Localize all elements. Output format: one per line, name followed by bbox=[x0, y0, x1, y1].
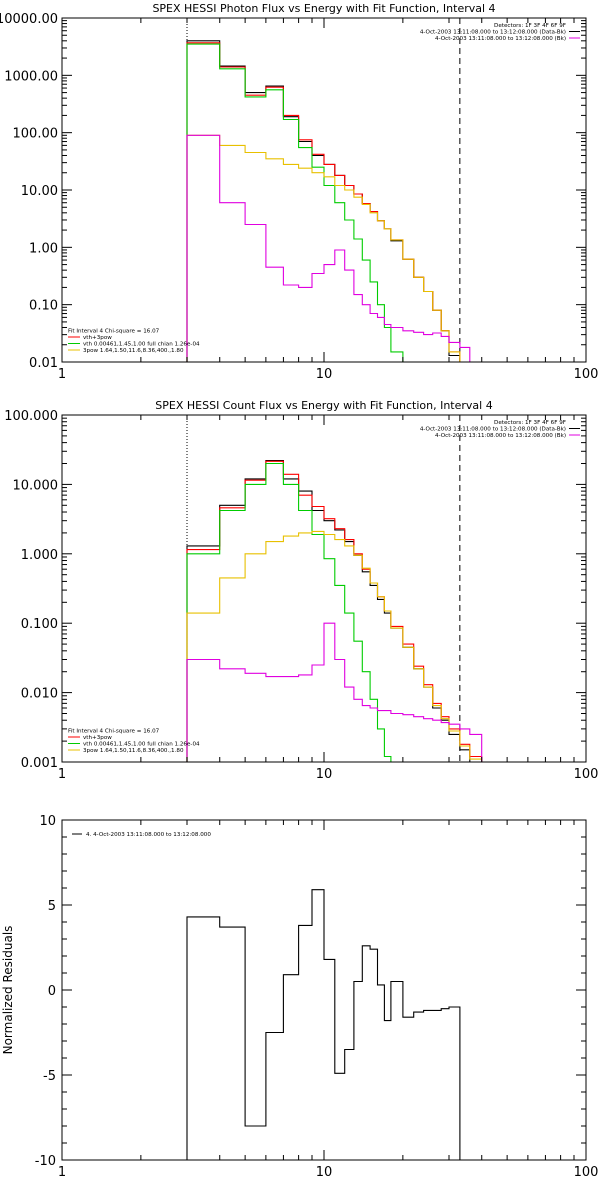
y-tick-label: 10 bbox=[39, 814, 56, 829]
y-tick-label: 10000.00 bbox=[0, 12, 58, 27]
y-tick-label: 100.000 bbox=[4, 409, 58, 424]
legend-entry: 4-Oct-2003 13:11:08.000 to 13:12:08.000 … bbox=[420, 30, 566, 36]
series-line-bk bbox=[186, 134, 471, 362]
y-tick-label: 0 bbox=[48, 984, 56, 999]
legend-entry: vth+3pow bbox=[83, 735, 112, 741]
plot-frame bbox=[61, 17, 587, 363]
x-tick-label: 100 bbox=[574, 1165, 599, 1180]
series-line-bk bbox=[186, 622, 483, 762]
legend-entry: vth 0.00461,1.45,1.00 full chian 1.26e-0… bbox=[83, 742, 200, 748]
chart-panel-2: SPEX HESSI Count Flux vs Energy with Fit… bbox=[4, 399, 598, 782]
y-tick-label: 1.000 bbox=[21, 548, 58, 563]
x-tick-label: 1 bbox=[58, 367, 66, 382]
chart-panel-3: 1 10 100 10 5 0 -5 -10 Normalized Residuals 4. 4-… bbox=[1, 814, 598, 1180]
y-tick-label: 1.00 bbox=[29, 241, 58, 256]
plot-area bbox=[186, 18, 471, 362]
y-tick-label: 5 bbox=[48, 899, 56, 914]
y-tick-label: 0.10 bbox=[29, 299, 58, 314]
x-tick-label: 10 bbox=[316, 767, 333, 782]
y-tick-label: 100.00 bbox=[13, 127, 59, 142]
plot-area bbox=[186, 415, 483, 762]
legend-entry: 4-Oct-2003 13:11:08.000 to 13:12:08.000 … bbox=[435, 433, 566, 439]
y-axis-label: Normalized Residuals bbox=[1, 926, 15, 1055]
legend-entry: Fit Interval 4 Chi-square = 16.07 bbox=[68, 729, 160, 735]
y-tick-label: 0.010 bbox=[21, 687, 58, 702]
y-tick-label: -10 bbox=[35, 1154, 56, 1169]
legend-entry: 4-Oct-2003 13:11:08.000 to 13:12:08.000 … bbox=[420, 427, 566, 433]
series-line-3pow bbox=[186, 134, 461, 362]
x-tick-label: 1 bbox=[58, 1165, 66, 1180]
y-tick-label: 1000.00 bbox=[4, 69, 58, 84]
legend-entry: 4-Oct-2003 13:11:08.000 to 13:12:08.000 … bbox=[435, 36, 566, 42]
x-tick-label: 1 bbox=[58, 767, 66, 782]
x-tick-label: 10 bbox=[316, 367, 333, 382]
y-tick-label: 0.001 bbox=[21, 756, 58, 771]
series-line-4-4-oct-2003-13-11-08-000-to-1 bbox=[186, 889, 461, 1160]
series-line-data-bk bbox=[186, 460, 471, 762]
legend-entry: Detectors: 1F 3F 4F 6F 9F bbox=[494, 420, 566, 426]
legend-entry: Fit Interval 4 Chi-square = 16.07 bbox=[68, 329, 160, 335]
chart-title: SPEX HESSI Count Flux vs Energy with Fit… bbox=[155, 399, 492, 412]
series-line-vth-3pow bbox=[186, 460, 483, 762]
y-tick-label: 0.01 bbox=[29, 356, 58, 371]
x-tick-label: 100 bbox=[574, 767, 599, 782]
x-tick-label: 100 bbox=[574, 367, 599, 382]
plot-area bbox=[186, 889, 461, 1160]
y-tick-label: 10.000 bbox=[13, 478, 59, 493]
legend-entry: Detectors: 1F 3F 4F 6F 9F bbox=[494, 23, 566, 29]
chart-panel-1: SPEX HESSI Photon Flux vs Energy with Fi… bbox=[0, 2, 598, 382]
x-tick-label: 10 bbox=[316, 1165, 333, 1180]
series-line-3pow bbox=[186, 530, 483, 762]
series-line-vth bbox=[186, 462, 392, 762]
legend-entry: 3pow 1.64,1.50,11.6,8.36,400.,1.80 bbox=[83, 748, 184, 754]
legend-entry: 3pow 1.64,1.50,11.6,8.36,400.,1.80 bbox=[83, 348, 184, 354]
legend-entry: vth 0.00461,1.45,1.00 full chian 1.26e-0… bbox=[83, 342, 200, 348]
legend-entry: 4. 4-Oct-2003 13:11:08.000 to 13:12:08.0… bbox=[86, 832, 211, 838]
series-line-vth-3pow bbox=[186, 42, 461, 362]
plot-frame bbox=[61, 414, 587, 763]
y-tick-label: 10.00 bbox=[21, 184, 58, 199]
chart-title: SPEX HESSI Photon Flux vs Energy with Fi… bbox=[152, 2, 495, 15]
series-line-vth bbox=[186, 43, 404, 362]
legend-entry: vth+3pow bbox=[83, 335, 112, 341]
y-tick-label: 0.100 bbox=[21, 617, 58, 632]
y-tick-label: -5 bbox=[43, 1069, 56, 1084]
plot-frame bbox=[61, 819, 587, 1161]
